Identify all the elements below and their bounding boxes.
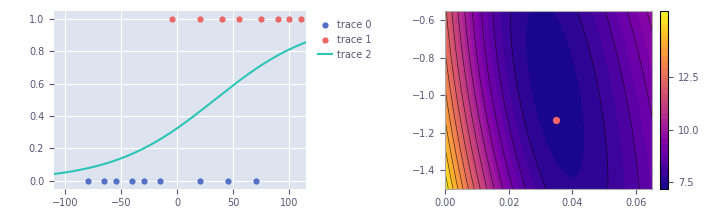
trace 1	[273, 17, 284, 21]
trace 1	[284, 17, 296, 21]
trace 2	[80, 168, 88, 170]
trace 1	[295, 17, 306, 21]
trace 1	[194, 17, 206, 21]
Point	[551, 118, 562, 121]
trace 0	[250, 179, 262, 182]
trace 0	[155, 179, 166, 182]
Line: trace 2: trace 2	[54, 42, 306, 174]
trace 0	[127, 179, 138, 182]
trace 0	[138, 179, 150, 182]
trace 0	[110, 179, 122, 182]
trace 1	[216, 17, 228, 21]
trace 2	[209, 100, 217, 103]
trace 2	[302, 41, 311, 44]
Legend: trace 0, trace 1, trace 2: trace 0, trace 1, trace 2	[313, 16, 375, 63]
trace 2	[233, 81, 242, 83]
trace 2	[132, 151, 140, 153]
trace 2	[232, 82, 240, 84]
trace 1	[233, 17, 244, 21]
trace 0	[194, 179, 206, 182]
trace 0	[99, 179, 110, 182]
trace 0	[222, 179, 234, 182]
trace 2	[150, 142, 158, 144]
trace 2	[50, 173, 58, 175]
trace 0	[82, 179, 93, 182]
trace 1	[166, 17, 178, 21]
trace 1	[256, 17, 267, 21]
